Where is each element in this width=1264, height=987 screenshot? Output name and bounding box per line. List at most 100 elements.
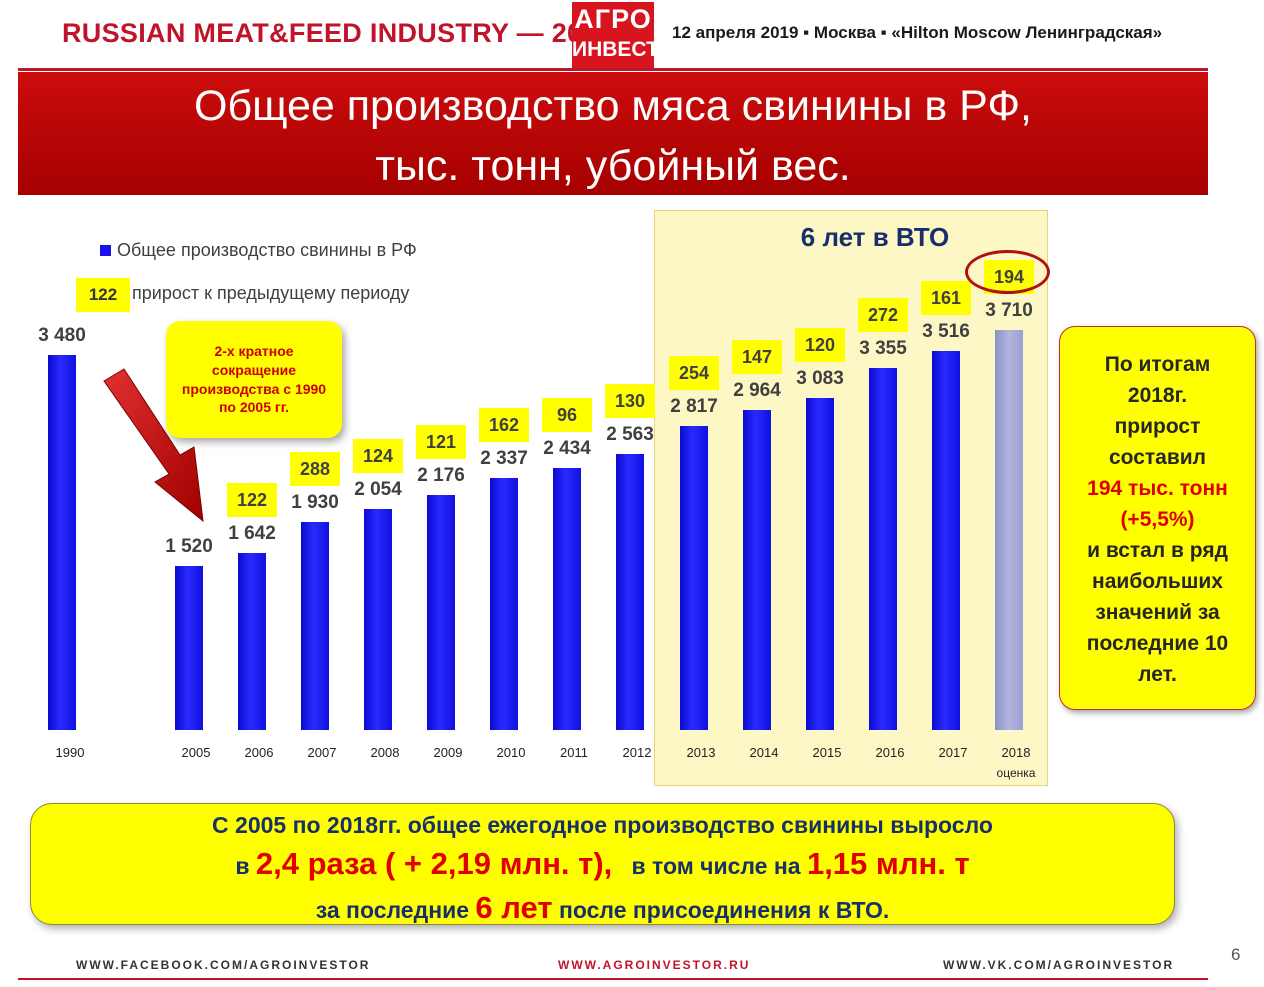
- bar-2011: [553, 467, 581, 730]
- value-label-2012: 2 563: [606, 423, 654, 445]
- bar-1990: [48, 354, 76, 730]
- bar-2013: [680, 426, 708, 730]
- growth-label-2011: 96: [542, 397, 592, 432]
- summary-text: после присоединения к ВТО.: [552, 897, 890, 923]
- x-tick-2013: 2013: [686, 745, 716, 760]
- summary-text: за последние: [315, 897, 476, 923]
- x-tick-2009: 2009: [433, 745, 463, 760]
- summary-box: С 2005 по 2018гг. общее ежегодное произв…: [30, 803, 1175, 925]
- wto-period-label: 6 лет в ВТО: [800, 222, 950, 252]
- value-label-2014: 2 964: [733, 380, 781, 402]
- slide-title-line-1: Общее производство мяса свинины в РФ,: [194, 82, 1032, 130]
- event-info: 12 апреля 2019 ▪ Москва ▪ «Hilton Moscow…: [672, 23, 1163, 42]
- callout-line: наибольших: [1092, 570, 1223, 593]
- growth-label-2010: 162: [479, 408, 529, 443]
- summary-line-3: за последние 6 лет после присоединения к…: [31, 890, 1174, 926]
- callout-line: прирост: [1114, 415, 1201, 438]
- growth-label-2006: 122: [227, 482, 277, 517]
- legend-label-production: Общее производство свинины в РФ: [117, 240, 417, 260]
- x-tick-2016: 2016: [875, 745, 905, 760]
- bar-2008: [364, 508, 392, 730]
- logo-line-1: АГРО: [574, 4, 652, 34]
- x-tick-2018: 2018: [1001, 745, 1031, 760]
- summary-line-1: С 2005 по 2018гг. общее ежегодное произв…: [212, 812, 993, 838]
- wto-period-highlight: [654, 210, 1048, 786]
- value-label-2013: 2 817: [670, 396, 718, 418]
- x-tick-sublabel-2018: оценка: [996, 766, 1036, 780]
- growth-label-2013: 254: [669, 356, 719, 391]
- callout-line: лет.: [1138, 663, 1177, 686]
- value-label-2006: 1 642: [228, 522, 276, 544]
- value-label-2005: 1 520: [165, 536, 213, 558]
- value-label-2015: 3 083: [796, 367, 844, 389]
- value-label-2007: 1 930: [291, 491, 339, 513]
- callout-line-highlight: (+5,5%): [1120, 508, 1195, 531]
- footer-vk-link[interactable]: WWW.VK.COM/AGROINVESTOR: [943, 958, 1175, 972]
- growth-label-2015: 120: [795, 327, 845, 362]
- x-tick-2017: 2017: [938, 745, 968, 760]
- summary-highlight: 1,15 млн. т: [806, 846, 970, 881]
- growth-label-2007: 288: [290, 451, 340, 486]
- bar-2005: [175, 566, 203, 730]
- growth-label-2016: 272: [858, 298, 908, 333]
- x-tick-2011: 2011: [560, 745, 588, 760]
- x-tick-2005: 2005: [181, 745, 211, 760]
- bar-2014: [743, 410, 771, 730]
- growth-label-2017: 161: [921, 280, 971, 315]
- footer-site-link[interactable]: WWW.AGROINVESTOR.RU: [558, 958, 751, 972]
- legend-label-growth: прирост к предыдущему периоду: [132, 283, 410, 303]
- callout-line-highlight: 194 тыс. тонн: [1087, 477, 1228, 500]
- growth-label-2012: 130: [605, 383, 655, 418]
- callout-line: 2018г.: [1127, 384, 1188, 407]
- legend-swatch-growth: 122: [76, 278, 130, 312]
- header-divider: [18, 68, 1208, 71]
- value-label-2011: 2 434: [543, 437, 591, 459]
- bar-2010: [490, 478, 518, 730]
- footer-divider: [18, 978, 1208, 980]
- value-label-2016: 3 355: [859, 338, 907, 360]
- highlight-ellipse: [965, 250, 1050, 294]
- summary-text: в том числе на: [612, 853, 807, 879]
- decline-note: 2-х кратное сокращение производства с 19…: [166, 321, 342, 438]
- value-label-2008: 2 054: [354, 478, 402, 500]
- callout-line: значений за: [1095, 601, 1220, 624]
- value-label-2010: 2 337: [480, 448, 528, 470]
- bar-2015: [806, 397, 834, 730]
- callout-line: составил: [1108, 446, 1207, 469]
- x-tick-2010: 2010: [496, 745, 526, 760]
- bar-2018: [995, 330, 1023, 730]
- bar-2016: [869, 368, 897, 730]
- value-label-2017: 3 516: [922, 320, 970, 342]
- growth-label-2009: 121: [416, 425, 466, 460]
- callout-line: последние 10: [1086, 632, 1229, 655]
- bar-2006: [238, 552, 266, 730]
- x-tick-2008: 2008: [370, 745, 400, 760]
- bar-2012: [616, 453, 644, 730]
- summary-highlight: 6 лет: [475, 890, 553, 925]
- bar-2009: [427, 495, 455, 730]
- bar-2017: [932, 350, 960, 730]
- x-tick-2015: 2015: [812, 745, 842, 760]
- growth-label-2008: 124: [353, 438, 403, 473]
- x-tick-2012: 2012: [622, 745, 652, 760]
- x-tick-2006: 2006: [244, 745, 274, 760]
- summary-text: в: [235, 853, 256, 879]
- callout-line: и встал в ряд: [1087, 539, 1228, 562]
- x-tick-1990: 1990: [55, 745, 85, 760]
- x-tick-2014: 2014: [749, 745, 779, 760]
- slide-title-line-2: тыс. тонн, убойный вес.: [375, 142, 851, 190]
- callout-line: По итогам: [1104, 353, 1211, 376]
- x-tick-2007: 2007: [307, 745, 337, 760]
- value-label-2018: 3 710: [985, 300, 1033, 321]
- title-band: Общее производство мяса свинины в РФ, ты…: [18, 72, 1208, 195]
- value-label-1990: 3 480: [38, 324, 86, 346]
- legend-swatch-production: [100, 245, 111, 256]
- event-title: RUSSIAN MEAT&FEED INDUSTRY — 2019: [62, 18, 613, 48]
- summary-highlight: 2,4 раза ( + 2,19 млн. т),: [255, 846, 613, 881]
- page-number: 6: [1231, 945, 1241, 964]
- value-label-2009: 2 176: [417, 465, 465, 487]
- summary-line-2: в 2,4 раза ( + 2,19 млн. т), в том числе…: [31, 846, 1174, 882]
- bar-2007: [301, 521, 329, 730]
- footer-facebook-link[interactable]: WWW.FACEBOOK.COM/AGROINVESTOR: [76, 958, 371, 972]
